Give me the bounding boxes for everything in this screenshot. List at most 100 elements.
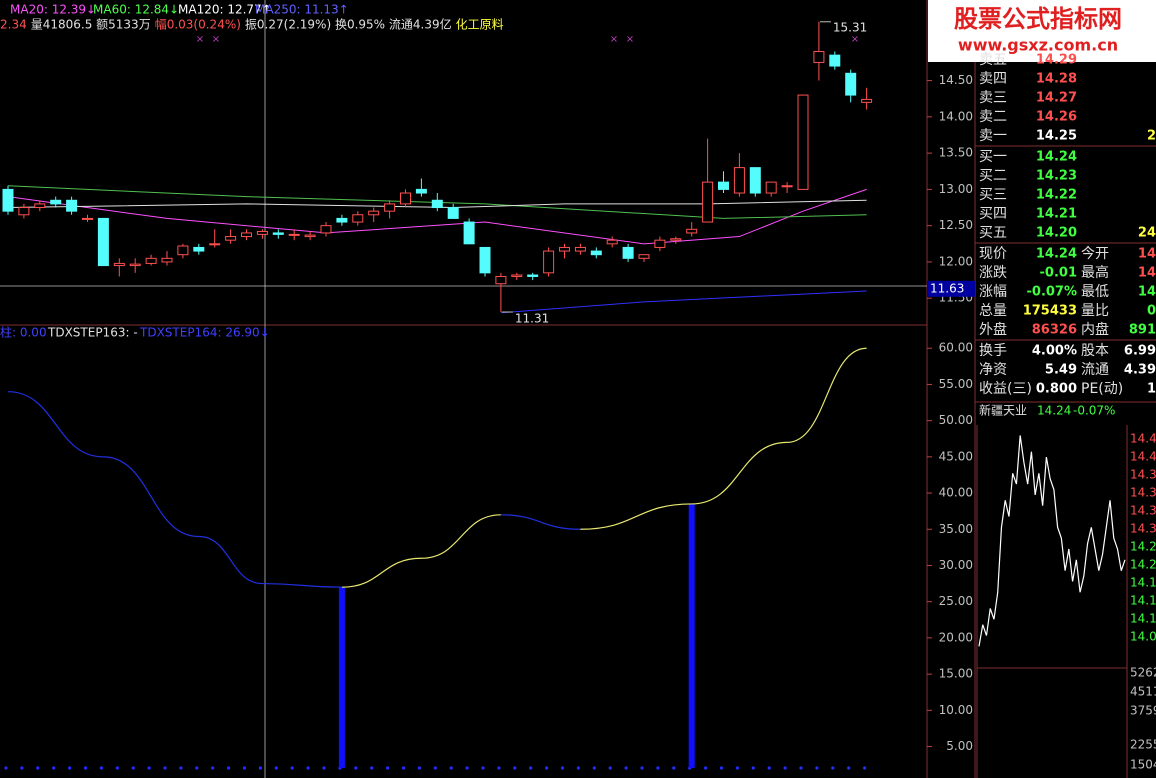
- marker: ×: [851, 34, 859, 45]
- quote-label: 最低: [1081, 284, 1109, 300]
- quote-label: 涨幅: [979, 284, 1007, 300]
- volume-axis-label: 4511: [1130, 685, 1156, 699]
- indicator-line: [500, 514, 581, 530]
- dot: [719, 766, 724, 770]
- dot: [227, 766, 231, 770]
- mini-axis-label: 14.4: [1130, 432, 1156, 446]
- candle-body: [702, 181, 714, 223]
- book-label: 卖五: [979, 52, 1007, 68]
- candle-body: [384, 203, 396, 212]
- dot: [847, 766, 851, 770]
- ma-line: [7, 199, 867, 209]
- quote-value: 4.39: [1124, 363, 1156, 378]
- quote-label: 内盘: [1081, 321, 1109, 338]
- candle-body: [272, 232, 284, 235]
- dot: [99, 766, 103, 770]
- book-price: 14.23: [1036, 169, 1077, 184]
- indicator-line: [787, 347, 867, 443]
- volume-axis-label: 2255: [1130, 738, 1156, 752]
- candle-body: [781, 185, 793, 188]
- candle-body: [574, 246, 586, 252]
- candle-body: [209, 243, 221, 246]
- quote-value: 86326: [1032, 323, 1077, 338]
- candle-body: [113, 262, 125, 267]
- book-price: 14.25: [1036, 129, 1077, 144]
- quote-value: 891: [1129, 323, 1156, 338]
- candle-body: [638, 254, 650, 259]
- candle-body: [50, 199, 62, 205]
- dot: [656, 766, 660, 770]
- book-label: 买三: [979, 187, 1007, 203]
- dot: [863, 766, 867, 770]
- dot: [624, 766, 628, 770]
- price-tag: [927, 280, 975, 297]
- dot: [386, 766, 390, 770]
- dot: [52, 766, 56, 770]
- dot: [529, 766, 533, 770]
- y-tick-label: 40.00: [939, 486, 973, 500]
- candle-body: [97, 217, 109, 267]
- candle-body: [686, 228, 698, 234]
- ma-line: [7, 188, 867, 245]
- mini-name: 新疆天业: [979, 403, 1027, 418]
- indicator-line: [198, 535, 263, 585]
- info-text: 幅0.03(0.24%): [155, 17, 241, 32]
- candle-body: [256, 230, 268, 235]
- dot: [258, 766, 262, 770]
- y-tick-label: 35.00: [939, 522, 973, 536]
- dot: [608, 766, 612, 770]
- quote-label: 今开: [1081, 246, 1109, 262]
- marker: ×: [610, 34, 618, 45]
- ma-line: [7, 185, 867, 219]
- book-label: 买二: [979, 168, 1007, 184]
- candle-body: [463, 221, 475, 245]
- mini-axis-label: 14.0: [1130, 630, 1156, 644]
- dot: [672, 766, 676, 770]
- candle-body: [304, 234, 316, 238]
- candle-body: [829, 54, 841, 67]
- candle-body: [368, 210, 380, 216]
- dot: [640, 766, 644, 770]
- candle-body: [336, 217, 348, 223]
- dot: [704, 766, 708, 770]
- candle-body: [511, 274, 523, 277]
- quote-label: 最高: [1081, 264, 1109, 281]
- quote-value: 4.00%: [1032, 344, 1077, 359]
- candle-body: [765, 181, 777, 194]
- marker: ×: [212, 34, 220, 45]
- ma-label: MA60: 12.84↓: [93, 3, 179, 17]
- info-text: 振0.27(2.19%) 换0.95% 流通4.39亿: [245, 17, 452, 32]
- candle-body: [161, 257, 173, 263]
- book-label: 买一: [979, 149, 1007, 165]
- quote-value: 14: [1138, 266, 1156, 281]
- watermark-url: www.gsxz.com.cn: [958, 36, 1118, 55]
- mini-change: -0.07%: [1073, 404, 1115, 418]
- quote-value: 175433: [1023, 304, 1077, 319]
- candle-body: [559, 246, 570, 252]
- volume-axis-label: 3759: [1130, 704, 1156, 718]
- mini-axis-label: 14.3: [1130, 522, 1156, 536]
- signal-bar: [688, 503, 695, 768]
- candle-body: [733, 167, 745, 194]
- y-tick-label: 14.00: [939, 109, 973, 123]
- candle-body: [18, 207, 30, 216]
- y-tick-label: 12.00: [939, 254, 973, 268]
- y-tick-label: 5.00: [946, 739, 973, 753]
- dot: [799, 766, 803, 770]
- dot: [497, 766, 501, 770]
- book-price: 14.28: [1036, 72, 1077, 87]
- y-tick-label: 25.00: [939, 594, 973, 608]
- dot: [274, 766, 278, 770]
- candle-body: [813, 51, 825, 63]
- candle-body: [2, 188, 14, 212]
- dot: [83, 766, 88, 770]
- mini-axis-label: 14.1: [1130, 594, 1156, 608]
- quote-label: PE(动): [1081, 381, 1123, 397]
- y-tick-label: 30.00: [939, 558, 973, 572]
- book-price: 14.21: [1036, 207, 1077, 222]
- ma-line: [500, 290, 867, 314]
- quote-label: 股本: [1081, 343, 1109, 359]
- dot: [20, 766, 24, 770]
- indicator-line: [691, 441, 788, 505]
- candle-body: [495, 275, 507, 285]
